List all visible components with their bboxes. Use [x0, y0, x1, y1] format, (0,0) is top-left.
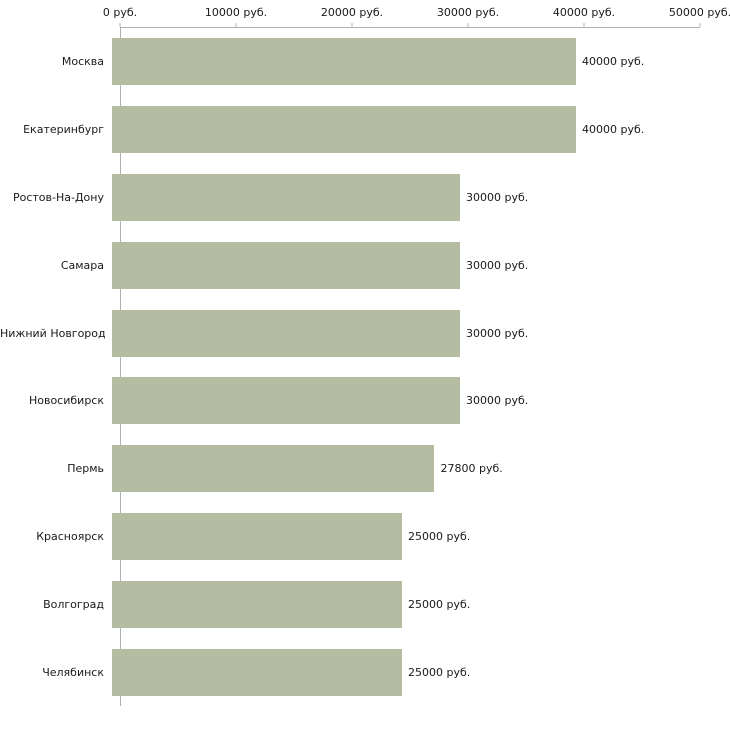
chart-row: Самара 30000 руб. [0, 231, 730, 299]
x-axis-tick-label: 30000 руб. [436, 6, 500, 19]
bar [112, 512, 402, 560]
category-label: Екатеринбург [23, 123, 104, 137]
bar [112, 377, 460, 425]
bar [112, 173, 460, 221]
bar-area: 30000 руб. [112, 231, 730, 299]
bar [112, 309, 460, 357]
value-label: 30000 руб. [466, 190, 529, 204]
bar-area: 40000 руб. [112, 28, 730, 96]
bar [112, 106, 576, 154]
category-label: Волгоград [43, 597, 104, 611]
x-axis-tick-label: 0 руб. [102, 6, 138, 19]
chart-row: Ростов-На-Дону 30000 руб. [0, 164, 730, 232]
x-axis-tick-label: 10000 руб. [204, 6, 268, 19]
x-axis: 0 руб. 10000 руб. 20000 руб. 30000 руб. 4000… [103, 0, 730, 28]
chart-row: Красноярск 25000 руб. [0, 503, 730, 571]
x-axis-tick-mark [119, 23, 121, 27]
bar-area: 30000 руб. [112, 164, 730, 232]
chart-row: Екатеринбург 40000 руб. [0, 96, 730, 164]
x-axis-tick-mark [583, 23, 585, 27]
value-label: 25000 руб. [408, 597, 471, 611]
x-axis-tick-label: 40000 руб. [552, 6, 616, 19]
x-axis-tick-mark [235, 23, 237, 27]
value-label: 27800 руб. [440, 462, 503, 476]
bar [112, 580, 402, 628]
bar [112, 445, 435, 493]
chart-rows: Москва 40000 руб. Екатеринбург 40000 руб. Ро… [0, 28, 730, 706]
value-label: 25000 руб. [408, 665, 471, 679]
chart-row: Пермь 27800 руб. [0, 435, 730, 503]
y-axis-line [120, 28, 121, 706]
value-label: 30000 руб. [466, 326, 529, 340]
chart-row: Челябинск 25000 руб. [0, 638, 730, 706]
bar-area: 30000 руб. [112, 299, 730, 367]
x-axis-tick-mark [699, 23, 701, 27]
category-label: Нижний Новгород [0, 326, 106, 340]
category-label: Красноярск [36, 529, 104, 543]
category-label: Ростов-На-Дону [12, 190, 104, 204]
x-axis-tick-mark [351, 23, 353, 27]
chart-row: Москва 40000 руб. [0, 28, 730, 96]
value-label: 30000 руб. [466, 394, 529, 408]
value-label: 25000 руб. [408, 529, 471, 543]
x-axis-tick-label: 50000 руб. [668, 6, 730, 19]
value-label: 30000 руб. [466, 258, 529, 272]
bar-area: 25000 руб. [112, 503, 730, 571]
chart-row: Волгоград 25000 руб. [0, 570, 730, 638]
bar-area: 25000 руб. [112, 638, 730, 706]
category-label: Челябинск [42, 665, 104, 679]
chart-row: Нижний Новгород 30000 руб. [0, 299, 730, 367]
bar [112, 241, 460, 289]
bar-area: 25000 руб. [112, 570, 730, 638]
bar-area: 40000 руб. [112, 96, 730, 164]
bar [112, 38, 576, 86]
value-label: 40000 руб. [582, 123, 645, 137]
bar [112, 648, 402, 696]
bar-area: 27800 руб. [112, 435, 730, 503]
category-label: Новосибирск [28, 394, 104, 408]
chart-row: Новосибирск 30000 руб. [0, 367, 730, 435]
category-label: Пермь [67, 462, 104, 476]
x-axis-tick-label: 20000 руб. [320, 6, 384, 19]
category-label: Москва [61, 55, 104, 69]
x-axis-tick-mark [467, 23, 469, 27]
bar-area: 30000 руб. [112, 367, 730, 435]
category-label: Самара [60, 258, 104, 272]
value-label: 40000 руб. [582, 55, 645, 69]
